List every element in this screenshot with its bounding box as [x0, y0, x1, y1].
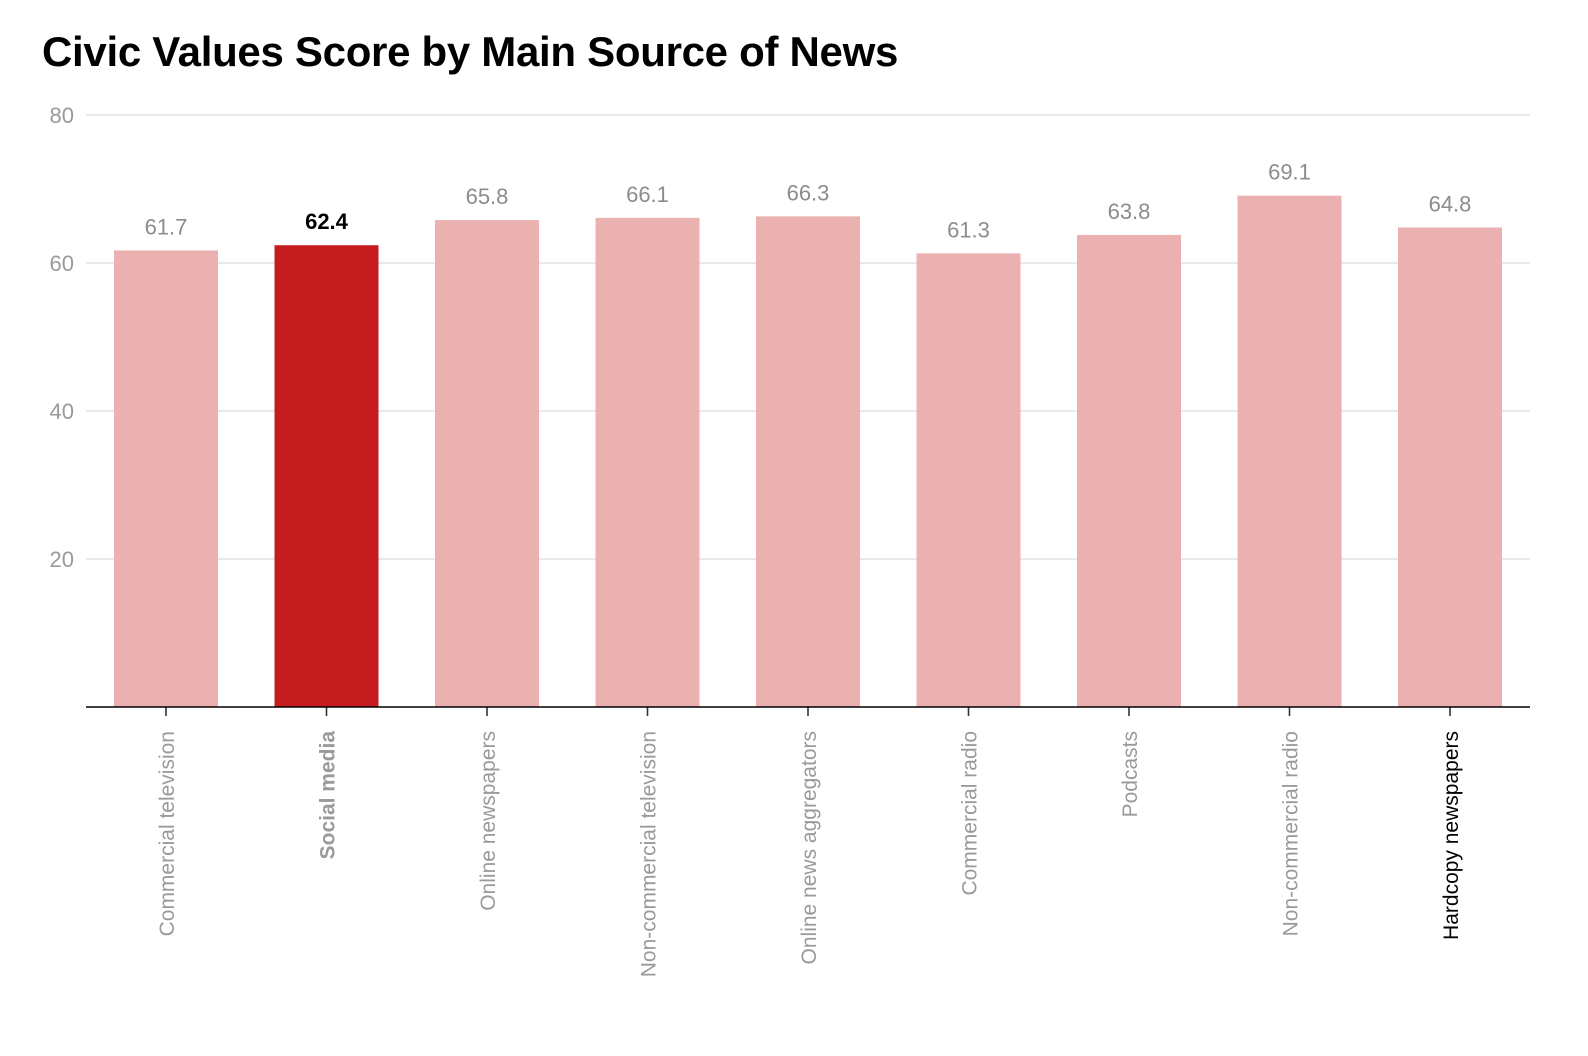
value-label-podcasts: 63.8 — [1108, 199, 1151, 224]
category-label-social-media: Social media — [317, 731, 340, 860]
bar-layer — [114, 195, 1502, 708]
category-label-commercial-television: Commercial television — [156, 731, 179, 936]
value-label-online-newspapers: 65.8 — [466, 184, 509, 209]
value-label-non-commercial-television: 66.1 — [626, 182, 669, 207]
y-tick-label-60: 60 — [50, 251, 74, 276]
chart-title: Civic Values Score by Main Source of New… — [42, 28, 899, 75]
category-label-podcasts: Podcasts — [1119, 731, 1142, 817]
value-label-hardcopy-newspapers: 64.8 — [1429, 191, 1472, 216]
category-label-commercial-radio: Commercial radio — [959, 731, 982, 896]
category-label-non-commercial-television: Non-commercial television — [638, 731, 661, 977]
label-layer: 20 40 60 80 61.7 Commercial television 62.4 Soc… — [50, 103, 1472, 977]
bar-online-news-aggregators — [756, 216, 860, 707]
value-label-social-media: 62.4 — [305, 209, 349, 234]
bar-commercial-television — [114, 250, 218, 708]
value-label-commercial-television: 61.7 — [145, 214, 188, 239]
bar-podcasts — [1077, 234, 1181, 707]
y-tick-label-40: 40 — [50, 399, 74, 424]
bar-non-commercial-television — [595, 217, 700, 708]
bar-non-commercial-radio — [1237, 195, 1342, 707]
bar-online-newspapers — [435, 220, 539, 707]
value-label-online-news-aggregators: 66.3 — [787, 180, 830, 205]
value-label-non-commercial-radio: 69.1 — [1268, 160, 1311, 185]
axis-layer — [86, 706, 1530, 716]
category-label-non-commercial-radio: Non-commercial radio — [1280, 731, 1303, 936]
bar-hardcopy-newspapers — [1398, 227, 1502, 708]
category-label-online-newspapers: Online newspapers — [477, 731, 500, 911]
y-tick-label-20: 20 — [50, 547, 74, 572]
bar-commercial-radio — [916, 253, 1021, 707]
bar-social-media — [274, 245, 379, 708]
category-label-online-news-aggregators: Online news aggregators — [798, 731, 821, 964]
y-tick-label-80: 80 — [50, 103, 74, 128]
category-label-hardcopy-newspapers: Hardcopy newspapers — [1440, 731, 1463, 940]
value-label-commercial-radio: 61.3 — [947, 217, 990, 242]
